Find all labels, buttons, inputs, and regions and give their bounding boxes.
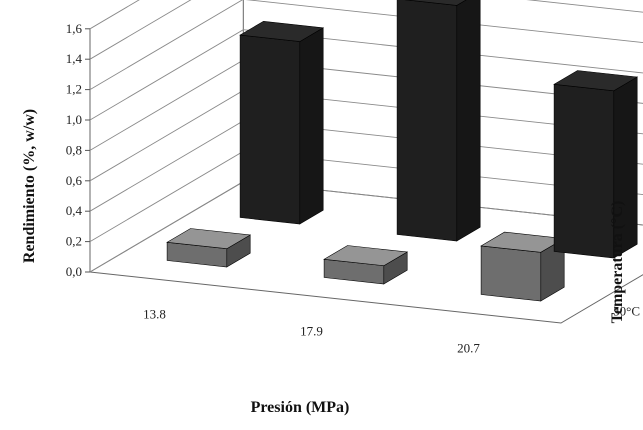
bar [480,231,566,302]
bar-top-face [323,245,409,267]
x-tick-label: 13.8 [143,307,166,322]
bar [553,70,639,259]
y-axis-ticks: 0,0 0,2 0,4 0,6 0,8 1,0 1,2 1,4 1,6 [66,21,90,279]
bar-top-face [404,0,467,6]
bar-front-face [396,0,458,242]
y-tick-label: 1,4 [66,51,83,66]
bar-top-face [553,70,639,92]
y-tick-label: 1,2 [66,82,82,97]
y-tick-label: 0,8 [66,142,82,157]
bar [323,245,409,285]
y-tick-label: 1,0 [66,112,82,127]
gridline [89,29,643,121]
depth-tick-label: 50°C [613,303,640,318]
x-tick-label: 17.9 [300,324,323,339]
bar-side-face [299,27,324,225]
y-tick-label: 0,2 [66,234,82,249]
depth-axis-label: Temperatura (°C) [609,201,626,324]
y-axis-label: Rendimiento (%, w/w) [21,109,38,263]
bar-front-face [239,34,301,225]
bar-top-face [239,20,325,42]
depth-axis-ticks: 40°C50°C [613,303,640,318]
bar [166,228,252,268]
bar [396,0,481,242]
bar [239,20,325,225]
y-tick-label: 0,6 [66,173,83,188]
gridline [89,0,643,90]
bar-front-face [480,245,542,302]
bars [166,0,639,302]
x-axis-ticks: 13.8 17.9 20.7 [143,307,480,356]
bar-side-face [456,0,481,242]
y-tick-label: 0,4 [66,203,83,218]
gridline [89,0,643,60]
bar-top-face [166,228,252,250]
y-tick-label: 1,6 [66,21,83,36]
gridline [89,0,140,30]
x-axis-label: Presión (MPa) [251,399,350,416]
x-tick-label: 20.7 [457,341,480,356]
y-tick-label: 0,0 [66,264,82,279]
bar-front-face [553,83,615,259]
